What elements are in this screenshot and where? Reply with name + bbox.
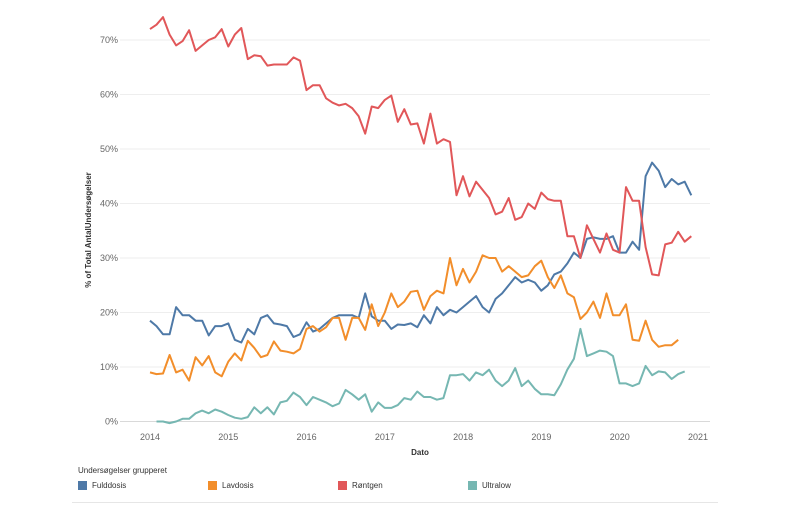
y-tick-label: 30% — [100, 253, 118, 263]
legend-item-lavdosis[interactable]: Lavdosis — [208, 481, 254, 490]
y-tick-label: 70% — [100, 35, 118, 45]
legend-label: Ultralow — [482, 481, 511, 490]
legend-swatch — [78, 481, 87, 490]
y-tick-label: 10% — [100, 362, 118, 372]
legend-swatch — [208, 481, 217, 490]
x-tick-label: 2014 — [140, 432, 160, 442]
series-line-lavdosis[interactable] — [149, 254, 679, 382]
gridlines — [120, 39, 710, 422]
legend-label: Lavdosis — [222, 481, 254, 490]
series-line-røntgen[interactable] — [149, 16, 692, 277]
legend-label: Fulddosis — [92, 481, 127, 490]
y-tick-label: 40% — [100, 199, 118, 209]
x-tick-label: 2017 — [375, 432, 395, 442]
legend-item-ultralow[interactable]: Ultralow — [468, 481, 511, 490]
y-axis: 0% 10% 20% 30% 40% 50% 60% 70% — [100, 35, 118, 427]
legend-items: Fulddosis Lavdosis Røntgen Ultralow — [78, 481, 718, 495]
legend-swatch — [468, 481, 477, 490]
legend-label: Røntgen — [352, 481, 383, 490]
y-tick-label: 20% — [100, 308, 118, 318]
x-tick-label: 2015 — [218, 432, 238, 442]
legend-item-fulddosis[interactable]: Fulddosis — [78, 481, 126, 490]
x-tick-label: 2018 — [453, 432, 473, 442]
x-tick-label: 2020 — [610, 432, 630, 442]
series-line-ultralow[interactable] — [156, 327, 686, 425]
x-axis: 2014 2015 2016 2017 2018 2019 2020 2021 — [140, 432, 708, 442]
series-line-fulddosis[interactable] — [149, 161, 693, 344]
legend-item-røntgen[interactable]: Røntgen — [338, 481, 383, 490]
x-axis-title: Dato — [411, 448, 429, 457]
y-axis-title: % of Total AntalUndersøgelser — [84, 172, 93, 288]
x-tick-label: 2021 — [688, 432, 708, 442]
legend: Undersøgelser grupperet Fulddosis Lavdosi… — [78, 466, 718, 495]
legend-title: Undersøgelser grupperet — [78, 466, 167, 475]
y-tick-label: 50% — [100, 144, 118, 154]
y-tick-label: 60% — [100, 90, 118, 100]
series-lines — [149, 16, 693, 425]
x-tick-label: 2016 — [297, 432, 317, 442]
legend-swatch — [338, 481, 347, 490]
x-tick-label: 2019 — [531, 432, 551, 442]
legend-divider — [72, 502, 718, 503]
y-tick-label: 0% — [105, 417, 118, 427]
